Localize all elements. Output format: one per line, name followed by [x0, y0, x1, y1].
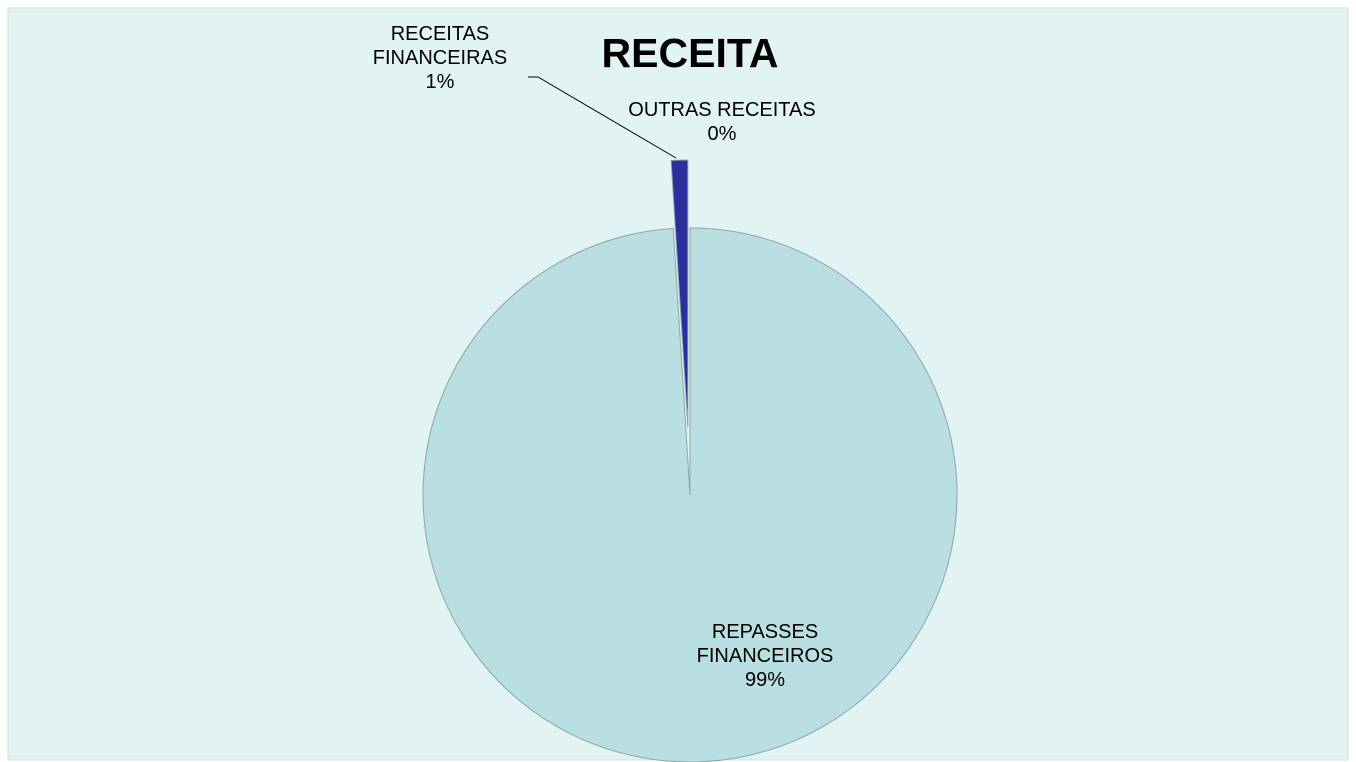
slice-value-label: 0%	[707, 123, 737, 145]
slice-value-label: 99%	[744, 669, 786, 691]
chart-title: RECEITA	[601, 30, 779, 76]
pie-slice	[670, 159, 689, 428]
slice-label: OUTRAS RECEITAS	[628, 99, 816, 121]
slice-label: RECEITAS FINANCEIRAS	[372, 23, 508, 69]
slice-label: REPASSES FINANCEIROS	[696, 621, 834, 667]
leader-line	[528, 76, 677, 159]
slice-value-label: 1%	[425, 71, 455, 93]
